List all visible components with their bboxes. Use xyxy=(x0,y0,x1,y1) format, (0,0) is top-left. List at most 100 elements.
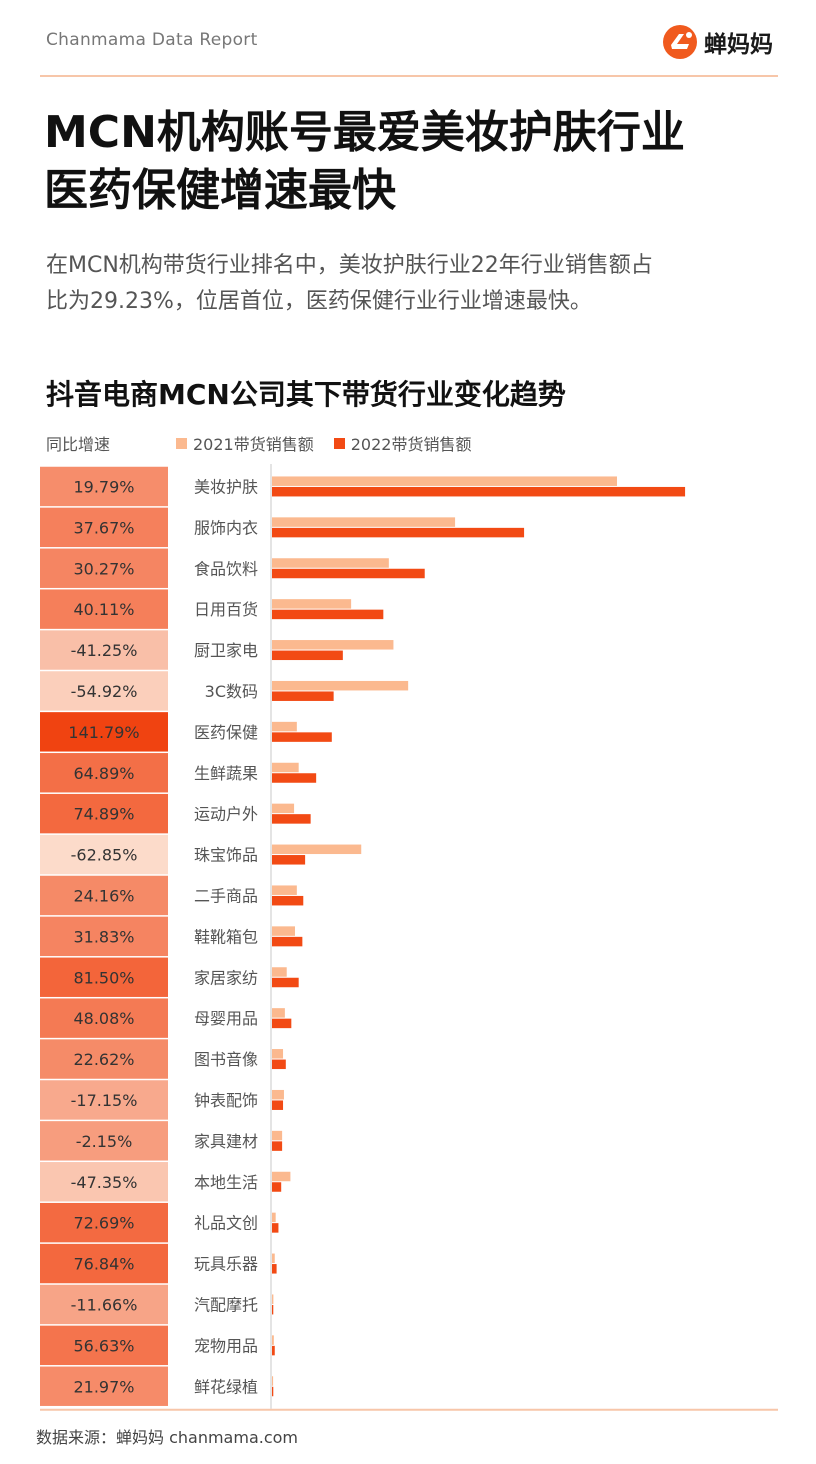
yoy-cell xyxy=(40,1366,168,1406)
bar-2021 xyxy=(272,1049,284,1059)
category-label: 图书音像 xyxy=(194,1050,258,1069)
page-title: MCN机构账号最爱美妆护肤行业 医药保健增速最快 xyxy=(44,104,784,220)
yoy-value: 19.79% xyxy=(73,477,134,496)
category-label: 鞋靴箱包 xyxy=(194,927,258,946)
yoy-value: 81.50% xyxy=(73,968,134,987)
bar-2022 xyxy=(272,855,306,865)
yoy-value: 56.63% xyxy=(73,1336,134,1355)
bar-2022 xyxy=(272,895,304,906)
bar-2021 xyxy=(272,1335,274,1345)
bar-2021 xyxy=(272,599,352,609)
yoy-cell xyxy=(40,1039,168,1079)
yoy-value: -2.15% xyxy=(76,1132,133,1151)
bar-2021 xyxy=(272,926,295,936)
bar-2021 xyxy=(272,1294,274,1304)
page-description: 在MCN机构带货行业排名中，美妆护肤行业22年行业销售额占 比为29.23%，位… xyxy=(46,248,786,320)
legend-swatch-2021 xyxy=(176,437,187,449)
yoy-value: 30.27% xyxy=(73,559,134,578)
bar-2022 xyxy=(272,1345,275,1356)
bar-2022 xyxy=(272,1386,274,1397)
bar-2021 xyxy=(272,517,456,527)
yoy-cell xyxy=(40,1284,168,1325)
category-label: 玩具乐器 xyxy=(194,1255,258,1274)
category-label: 珠宝饰品 xyxy=(194,846,258,865)
category-label: 母婴用品 xyxy=(194,1009,258,1028)
yoy-value: 74.89% xyxy=(73,805,134,824)
yoy-cell xyxy=(40,1162,168,1202)
yoy-cell xyxy=(40,834,168,875)
bar-2021 xyxy=(272,1212,276,1223)
bar-2021 xyxy=(272,844,362,855)
bar-2022 xyxy=(272,732,332,742)
bar-2021 xyxy=(272,721,297,732)
yoy-cell xyxy=(40,793,168,834)
bar-2021 xyxy=(272,967,287,977)
bar-2021 xyxy=(272,476,617,486)
category-label: 生鲜蔬果 xyxy=(194,764,258,783)
category-label: 运动户外 xyxy=(194,805,258,824)
yoy-cell xyxy=(40,589,168,629)
bar-2021 xyxy=(272,1130,283,1141)
category-label: 鲜花绿植 xyxy=(194,1377,258,1396)
brand-logo-area: 蝉妈妈 xyxy=(660,22,773,62)
legend-item-2021: 2021带货销售额 xyxy=(176,431,314,455)
bar-2022 xyxy=(272,1018,292,1029)
description-line-1: 在MCN机构带货行业排名中，美妆护肤行业22年行业销售额占 xyxy=(46,253,653,278)
category-label: 美妆护肤 xyxy=(194,477,258,496)
yoy-cell xyxy=(40,671,168,711)
bar-2021 xyxy=(272,885,297,895)
yoy-cell xyxy=(40,466,168,507)
yoy-column-header: 同比增速 xyxy=(46,435,111,454)
yoy-value: -47.35% xyxy=(71,1173,138,1192)
category-label: 本地生活 xyxy=(194,1173,258,1192)
bar-2021 xyxy=(272,558,389,568)
yoy-cell xyxy=(40,1080,168,1120)
bar-chart: 19.79% 美妆护肤 37.67% 服饰内衣 30.27% 食品饮料 40.11% 日用百货… xyxy=(40,464,778,1411)
legend-item-2022: 2022带货销售额 xyxy=(333,431,471,455)
bar-2021 xyxy=(272,1171,291,1182)
yoy-cell xyxy=(40,957,168,997)
bar-2022 xyxy=(272,1304,274,1315)
yoy-value: -17.15% xyxy=(71,1091,138,1110)
yoy-value: 72.69% xyxy=(73,1214,134,1233)
yoy-cell xyxy=(40,1325,168,1366)
yoy-value: 24.16% xyxy=(73,886,134,905)
yoy-value: 21.97% xyxy=(73,1377,134,1396)
bar-2022 xyxy=(272,1264,277,1274)
yoy-value: 37.67% xyxy=(73,518,134,537)
bar-2022 xyxy=(272,527,525,538)
yoy-value: 22.62% xyxy=(73,1050,134,1069)
yoy-cell xyxy=(40,916,168,957)
bar-2022 xyxy=(272,814,311,824)
yoy-cell xyxy=(40,1243,168,1284)
category-label: 厨卫家电 xyxy=(194,641,258,660)
bar-2022 xyxy=(272,609,384,620)
bar-2021 xyxy=(272,1253,275,1264)
category-label: 家居家纺 xyxy=(194,968,258,987)
yoy-value: -54.92% xyxy=(71,682,138,701)
chart-legend: 2021带货销售额 2022带货销售额 xyxy=(176,431,491,455)
bar-2022 xyxy=(272,486,686,497)
yoy-cell xyxy=(40,1121,168,1161)
header-divider xyxy=(40,75,778,77)
bar-2021 xyxy=(272,1089,284,1100)
bar-2022 xyxy=(272,1141,283,1151)
yoy-cell xyxy=(40,875,168,916)
bar-2021 xyxy=(272,1008,285,1018)
yoy-cell xyxy=(40,548,168,588)
legend-swatch-2022 xyxy=(333,437,345,449)
bar-2021 xyxy=(272,640,394,650)
category-label: 医药保健 xyxy=(194,723,258,742)
category-label: 钟表配饰 xyxy=(194,1091,258,1110)
category-label: 汽配摩托 xyxy=(194,1295,258,1314)
chart-title: 抖音电商MCN公司其下带货行业变化趋势 xyxy=(46,378,566,411)
title-line-2: 医药保健增速最快 xyxy=(44,165,396,216)
bar-2022 xyxy=(272,936,303,947)
yoy-value: -41.25% xyxy=(71,641,138,660)
bar-2022 xyxy=(272,1182,282,1192)
yoy-value: -62.85% xyxy=(71,846,138,865)
category-label: 家具建材 xyxy=(194,1132,258,1151)
bar-2021 xyxy=(272,680,409,691)
legend-label-2021: 2021带货销售额 xyxy=(193,435,314,454)
brand-name: 蝉妈妈 xyxy=(704,32,773,58)
